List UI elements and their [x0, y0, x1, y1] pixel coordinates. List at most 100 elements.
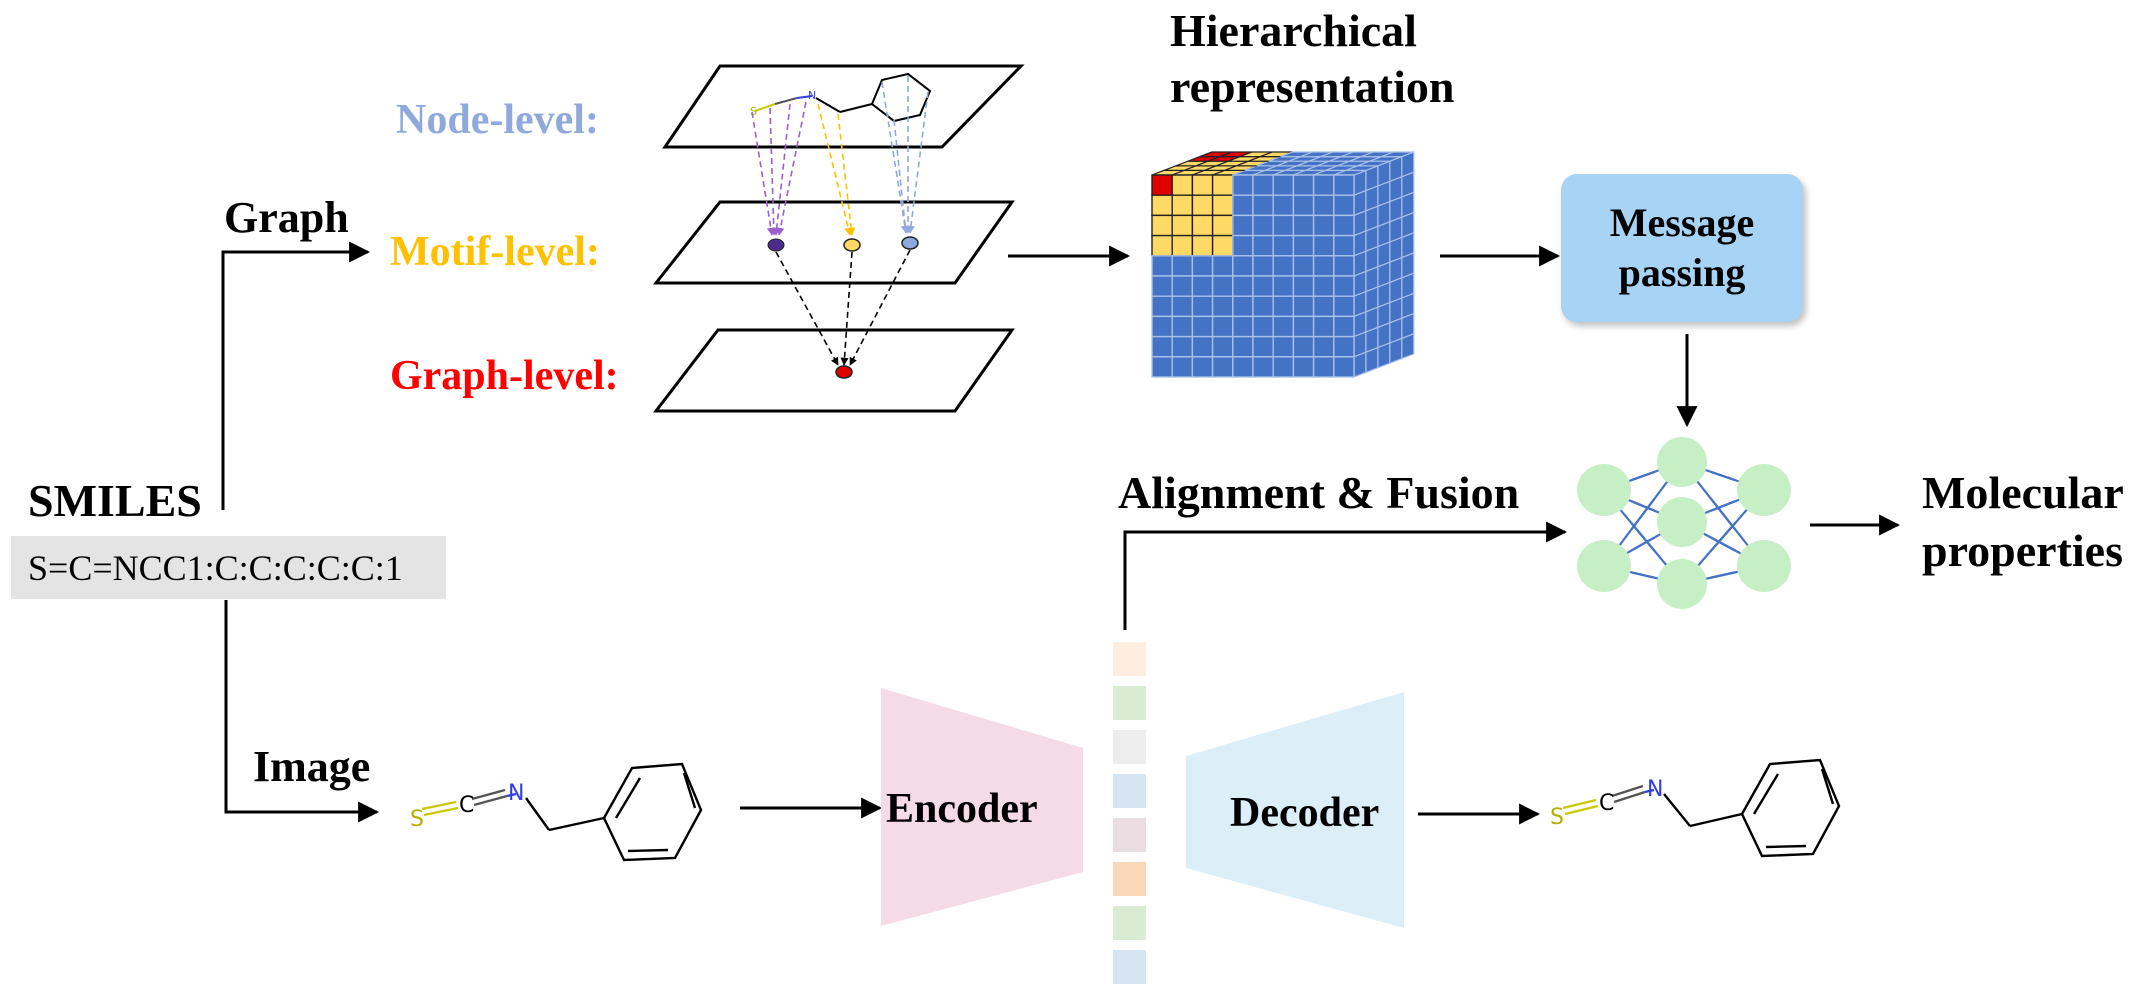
cube-top-cell — [1381, 151, 1415, 158]
cube-front-cell — [1292, 194, 1315, 217]
cube-front-cell — [1252, 335, 1274, 358]
cube-front-cell — [1252, 356, 1274, 378]
motif-level-label: Motif-level: — [390, 229, 600, 275]
cube-front-cell — [1252, 194, 1274, 217]
cube-front-cell — [1151, 255, 1173, 277]
smiles-label: SMILES — [28, 475, 202, 526]
cube-front-cell — [1312, 255, 1335, 277]
cube-front-cell — [1151, 214, 1173, 237]
cube-front-cell — [1312, 295, 1335, 318]
cube-front-cell — [1171, 174, 1194, 196]
cube-front-cell — [1292, 315, 1315, 338]
cube-front-cell — [1211, 194, 1234, 217]
input-atom-n: N — [508, 781, 524, 806]
cube-front-cell — [1333, 234, 1355, 257]
latent-cell — [1113, 686, 1146, 720]
cube-front-cell — [1171, 295, 1194, 318]
cube-front-cell — [1151, 335, 1173, 358]
cube-front-cell — [1211, 356, 1234, 378]
cube-front-cell — [1151, 356, 1173, 378]
cube-front-cell — [1171, 255, 1194, 277]
cube-front-cell — [1191, 174, 1214, 196]
nn-edge-front — [1709, 497, 1737, 531]
latent-cell — [1113, 730, 1146, 764]
latent-cell — [1113, 818, 1146, 852]
neural-network — [1577, 437, 1791, 609]
cube-front-cell — [1333, 295, 1355, 318]
cube-front-cell — [1252, 275, 1274, 297]
nn-node — [1657, 559, 1707, 609]
hierarchical-title-line1: Hierarchical — [1170, 5, 1417, 56]
nn-edge-front — [1709, 522, 1737, 552]
hierarchical-title-line2: representation — [1170, 61, 1455, 112]
cube-front-cell — [1211, 255, 1234, 277]
cube-front-cell — [1272, 234, 1295, 257]
cube-front-cell — [1272, 356, 1295, 378]
cube-front-cell — [1272, 255, 1295, 277]
cube-front-cell — [1191, 234, 1214, 257]
cube-front-cell — [1191, 194, 1214, 217]
decoder-block — [1186, 692, 1404, 928]
cube-front-cell — [1272, 275, 1295, 297]
cube-front-cell — [1292, 234, 1315, 257]
cube-front-cell — [1333, 214, 1355, 237]
cube-front-cell — [1211, 174, 1234, 196]
cube-front-cell — [1171, 234, 1194, 257]
encoder-label: Encoder — [886, 786, 1038, 832]
latent-cell — [1113, 862, 1146, 896]
graph-level-label: Graph-level: — [390, 353, 619, 399]
input-atom-s: S — [410, 807, 424, 832]
nn-node — [1577, 464, 1631, 516]
cube-front-cell — [1272, 335, 1295, 358]
nn-edge-front — [1630, 522, 1656, 552]
nn-edge-front — [1631, 571, 1655, 579]
nn-edge-front — [1710, 470, 1736, 482]
cube-front-cell — [1191, 275, 1214, 297]
cube-side-cell — [1353, 351, 1367, 378]
cube-front-cell — [1333, 194, 1355, 217]
cube-front-cell — [1272, 295, 1295, 318]
cube-front-cell — [1171, 335, 1194, 358]
cube-front-cell — [1151, 234, 1173, 257]
cube-front-cell — [1312, 174, 1335, 196]
node-plane-n: N — [808, 89, 816, 102]
hierarchical-cube — [1151, 151, 1415, 378]
latent-vector — [1113, 642, 1146, 984]
cube-front-cell — [1191, 214, 1214, 237]
cube-front-cell — [1312, 275, 1335, 297]
image-branch-label: Image — [253, 742, 371, 791]
output-atom-n: N — [1647, 777, 1663, 802]
cube-front-cell — [1151, 315, 1173, 338]
cube-front-cell — [1232, 295, 1254, 318]
cube-front-cell — [1252, 214, 1274, 237]
latent-cell — [1113, 774, 1146, 808]
nn-edge-front — [1630, 470, 1656, 482]
cube-front-cell — [1211, 234, 1234, 257]
cube-front-cell — [1252, 255, 1274, 277]
cube-front-cell — [1272, 194, 1295, 217]
cube-front-cell — [1292, 174, 1315, 196]
cube-front-cell — [1191, 315, 1214, 338]
cube-front-cell — [1292, 255, 1315, 277]
nn-node — [1737, 464, 1791, 516]
cube-front-cell — [1292, 275, 1315, 297]
cube-front-cell — [1151, 275, 1173, 297]
latent-cell — [1113, 906, 1146, 940]
cube-front-cell — [1333, 356, 1355, 378]
message-passing-box: Message passing — [1561, 174, 1803, 322]
motif-node-yellow — [843, 238, 861, 252]
cube-front-cell — [1151, 194, 1173, 217]
cube-front-cell — [1333, 315, 1355, 338]
node-to-motif-arrows — [751, 76, 929, 236]
output-atom-s: S — [1550, 805, 1564, 830]
output-molecule — [1562, 758, 1841, 858]
cube-front-cell — [1211, 214, 1234, 237]
nn-edge-front — [1710, 571, 1736, 579]
cube-front-cell — [1171, 275, 1194, 297]
smiles-string: S=C=NCC1:C:C:C:C:C:1 — [28, 548, 403, 588]
alignment-fusion-label: Alignment & Fusion — [1118, 467, 1520, 518]
output-label-line1: Molecular — [1922, 467, 2124, 518]
nn-node — [1737, 540, 1791, 592]
motif-node-purple — [767, 238, 785, 252]
flow-arrows — [740, 245, 1901, 825]
